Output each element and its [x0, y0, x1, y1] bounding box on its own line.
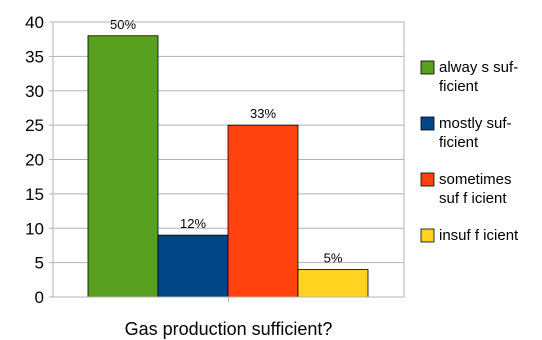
data-label: 5% — [324, 251, 343, 266]
legend-label: alway s suf- — [439, 59, 518, 76]
y-tick-label: 30 — [25, 82, 44, 101]
y-tick-label: 15 — [25, 185, 44, 204]
y-tick-label: 0 — [35, 288, 44, 307]
bar-insufficient — [297, 269, 369, 298]
y-tick-label: 25 — [25, 116, 44, 135]
data-label: 33% — [250, 106, 276, 121]
legend-swatch — [420, 116, 435, 131]
bars — [87, 35, 369, 298]
bar-mostly-sufficient — [157, 234, 229, 298]
legend-label: ficient — [439, 78, 479, 95]
y-tick-label: 20 — [25, 151, 44, 170]
legend-label: suf f icient — [439, 190, 507, 207]
legend-label: ficient — [439, 134, 479, 151]
legend-item-insufficient: insuf f icient — [420, 227, 519, 244]
bar-always-sufficient — [87, 35, 159, 298]
bar-sometimes-sufficient — [227, 124, 299, 298]
legend-item-always-sufficient: alway s suf-ficient — [420, 59, 518, 95]
legend-label: sometimes — [439, 171, 512, 188]
legend-label: insuf f icient — [439, 227, 519, 244]
y-axis-tick-labels: 0 5 10 15 20 25 30 35 40 — [25, 13, 44, 307]
data-label: 12% — [180, 216, 206, 231]
data-label: 50% — [110, 17, 136, 32]
legend-swatch — [420, 228, 435, 243]
y-tick-label: 35 — [25, 47, 44, 66]
plot-frame — [52, 21, 405, 298]
legend-swatch — [420, 60, 435, 75]
y-tick-label: 10 — [25, 219, 44, 238]
y-tick-label: 40 — [25, 13, 44, 32]
y-tick-label: 5 — [35, 254, 44, 273]
legend-item-sometimes-sufficient: sometimes suf f icient — [420, 171, 512, 207]
legend-item-mostly-sufficient: mostly suf-ficient — [420, 115, 512, 151]
x-axis-label: Gas production sufficient? — [125, 319, 333, 339]
data-labels: 50% 12% 33% 5% — [110, 17, 343, 266]
legend-swatch — [420, 172, 435, 187]
legend-label: mostly suf- — [439, 115, 512, 132]
